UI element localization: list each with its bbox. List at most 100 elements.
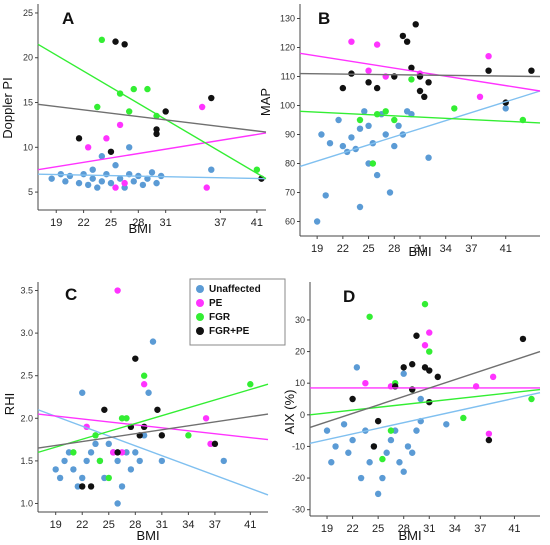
panel-b-point-fgr xyxy=(382,108,389,115)
panel-a-point-pe xyxy=(121,179,128,187)
panel-b-xtick-label: 19 xyxy=(311,243,323,255)
panel-b-xtick-label: 41 xyxy=(500,243,512,255)
panel-d-xtick-label: 22 xyxy=(346,523,358,535)
panel-a-point-unaffected xyxy=(75,179,83,187)
panel-b-point-pe xyxy=(365,67,372,74)
panel-c-xtick-label: 37 xyxy=(209,519,221,531)
legend-label-pe: PE xyxy=(209,298,223,309)
panel-d-point-unaffected xyxy=(357,474,365,482)
panel-c-point-unaffected xyxy=(158,457,166,465)
panel-b-point-unaffected xyxy=(502,105,509,112)
panel-a-xtick-label: 41 xyxy=(251,217,263,229)
panel-c-trendline-fgr-pe xyxy=(37,413,269,449)
legend-label-fgr: FGR xyxy=(209,312,231,323)
panel-c-point-fgr-pe xyxy=(114,449,121,456)
panel-c-point-unaffected xyxy=(114,500,121,507)
panel-d-point-fgr xyxy=(426,348,433,355)
panel-b-point-fgr xyxy=(373,111,381,118)
panel-d-point-unaffected xyxy=(400,370,407,377)
panel-d-ytick-label: -20 xyxy=(292,473,305,483)
panel-b-point-pe xyxy=(373,41,381,48)
panel-b-point-unaffected xyxy=(356,203,364,211)
panel-b-point-fgr-pe xyxy=(485,67,492,74)
panel-c-point-unaffected xyxy=(74,483,82,490)
panel-c-point-unaffected xyxy=(136,457,143,465)
panel-c-point-unaffected xyxy=(105,440,112,448)
panel-a-point-unaffected xyxy=(116,175,124,182)
panel-a-point-fgr xyxy=(126,108,133,115)
panel-b-point-fgr xyxy=(451,105,458,112)
panel-a-point-fgr xyxy=(253,166,261,173)
legend-entry-fgr: FGR xyxy=(196,312,231,323)
panel-a-point-unaffected xyxy=(139,181,147,189)
panel-d-point-pe xyxy=(489,373,497,381)
panel-a-point-fgr-pe xyxy=(121,41,128,48)
panel-d-point-pe xyxy=(421,342,429,349)
panel-d-point-fgr xyxy=(528,395,535,403)
panel-d-point-unaffected xyxy=(328,459,335,466)
panel-d-point-unaffected xyxy=(349,436,356,444)
panel-c-trendline-fgr xyxy=(37,383,269,454)
panel-d-point-unaffected xyxy=(374,490,382,498)
panel-a-point-unaffected xyxy=(126,144,133,151)
panel-d-point-fgr-pe xyxy=(409,361,416,368)
panel-c-point-unaffected xyxy=(87,449,95,456)
panel-d-trendline-fgr-pe xyxy=(309,350,541,429)
panel-b-point-unaffected xyxy=(356,125,364,132)
panel-a-xtick-label: 37 xyxy=(214,217,226,229)
panel-d-xtick-label: 37 xyxy=(474,523,486,535)
panel-c-xtick-label: 34 xyxy=(182,519,194,531)
panel-b-point-fgr-pe xyxy=(421,93,428,101)
panel-b-ytick-label: 110 xyxy=(281,72,295,82)
panel-a-point-unaffected xyxy=(130,178,137,185)
panel-a-point-unaffected xyxy=(98,153,106,160)
panel-b-point-unaffected xyxy=(322,192,329,199)
panel-d-point-fgr-pe xyxy=(434,373,441,381)
panel-d-point-unaffected xyxy=(379,474,386,482)
panel-c-xtick-label: 25 xyxy=(103,519,115,531)
panel-a-point-unaffected xyxy=(89,175,96,182)
panel-c-point-unaffected xyxy=(70,466,77,473)
panel-a-point-fgr-pe xyxy=(75,135,83,142)
panel-a-point-fgr-pe xyxy=(162,108,169,115)
panel-b-point-fgr-pe xyxy=(412,21,419,28)
panel-a-trendline-fgr-pe xyxy=(37,103,267,133)
panel-c-point-fgr-pe xyxy=(101,406,108,413)
panel-a-point-fgr xyxy=(130,85,137,93)
legend-entry-pe: PE xyxy=(196,298,223,309)
panel-a-ytick-label: 15 xyxy=(23,98,33,108)
panel-a-point-unaffected xyxy=(153,179,160,187)
panel-d-point-fgr xyxy=(421,300,429,308)
panel-a-point-pe xyxy=(103,135,110,142)
panel-b-xtick-label: 37 xyxy=(465,243,477,255)
panel-b-point-fgr-pe xyxy=(528,67,535,74)
panel-b-xlabel: BMI xyxy=(408,244,431,259)
panel-c-point-fgr-pe xyxy=(87,483,95,490)
panel-b-point-fgr xyxy=(408,76,415,83)
panel-c-ytick-label: 3.5 xyxy=(20,286,33,296)
panel-c-point-fgr-pe xyxy=(132,355,139,362)
panel-c-point-fgr-pe xyxy=(154,406,161,413)
panel-a-trendline-unaffected xyxy=(37,173,267,180)
panel-b-point-unaffected xyxy=(361,108,368,115)
panel-a-point-fgr-pe xyxy=(107,148,115,155)
panel-b-point-pe xyxy=(476,93,484,101)
panel-d-point-unaffected xyxy=(383,449,390,456)
panel-c-point-fgr-pe xyxy=(211,440,219,448)
panel-a-point-fgr xyxy=(98,36,106,44)
panel-d-point-fgr-pe xyxy=(374,417,382,425)
panel-c-point-pe xyxy=(118,449,126,456)
panel-d-xtick-label: 28 xyxy=(398,523,410,535)
panel-d-xtick-label: 41 xyxy=(508,523,520,535)
panel-b-point-unaffected xyxy=(395,122,402,129)
panel-a-point-unaffected xyxy=(103,170,110,178)
panel-b-point-pe xyxy=(348,38,355,45)
panel-d-point-fgr xyxy=(366,313,373,320)
panel-a-point-unaffected xyxy=(84,181,92,189)
panel-b-xtick-label: 25 xyxy=(362,243,374,255)
panel-a-trendline-fgr xyxy=(37,43,267,180)
panel-b-point-unaffected xyxy=(425,154,432,161)
panel-c-point-fgr xyxy=(140,372,148,379)
legend-swatch-unaffected xyxy=(196,285,204,293)
